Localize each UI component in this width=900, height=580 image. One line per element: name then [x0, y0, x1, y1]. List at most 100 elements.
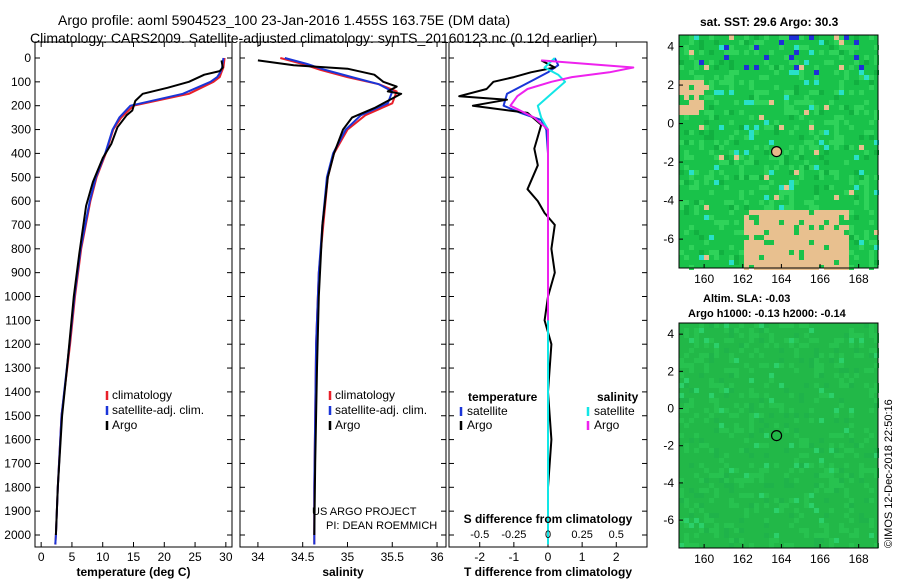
map-cell	[844, 383, 849, 388]
map-cell	[694, 95, 699, 100]
map-cell	[789, 145, 794, 150]
map-cell	[814, 448, 819, 453]
map-cell	[814, 80, 819, 85]
map-cell	[819, 255, 824, 260]
map-cell	[789, 260, 794, 265]
map-cell	[739, 175, 744, 180]
map-cell	[719, 225, 724, 230]
map-cell	[749, 433, 754, 438]
map-cell	[824, 120, 829, 125]
map-cell	[824, 255, 829, 260]
map-cell	[769, 398, 774, 403]
map-cell	[749, 245, 754, 250]
map-cell	[829, 220, 834, 225]
map-cell	[709, 95, 714, 100]
map-cell	[804, 260, 809, 265]
map-cell	[779, 250, 784, 255]
map-cell	[834, 245, 839, 250]
map-cell	[784, 35, 789, 40]
map-cell	[794, 110, 799, 115]
map-cell	[809, 260, 814, 265]
map-cell	[714, 488, 719, 493]
map-cell	[729, 338, 734, 343]
map-cell	[719, 220, 724, 225]
y-tick-label: 700	[11, 218, 31, 232]
x-tick-label: 0	[38, 550, 45, 564]
map-cell	[834, 363, 839, 368]
map-cell	[724, 140, 729, 145]
map-cell	[799, 45, 804, 50]
map-cell	[729, 90, 734, 95]
map-cell	[759, 90, 764, 95]
map-cell	[784, 428, 789, 433]
map-cell	[739, 428, 744, 433]
map-cell	[779, 35, 784, 40]
map-cell	[824, 260, 829, 265]
map-cell	[704, 418, 709, 423]
map-cell	[774, 165, 779, 170]
x2-axis-label: S difference from climatology	[464, 512, 633, 526]
map-cell	[694, 493, 699, 498]
map-cell	[684, 210, 689, 215]
map-cell	[784, 323, 789, 328]
map-cell	[784, 245, 789, 250]
map-cell	[844, 160, 849, 165]
map-cell	[794, 348, 799, 353]
map-cell	[759, 245, 764, 250]
map-cell	[864, 518, 869, 523]
map-cell	[824, 130, 829, 135]
map-cell	[774, 230, 779, 235]
map-cell	[714, 533, 719, 538]
map-cell	[799, 245, 804, 250]
map-cell	[769, 373, 774, 378]
map-cell	[704, 478, 709, 483]
map-cell	[829, 343, 834, 348]
map-cell	[679, 383, 684, 388]
map-cell	[754, 50, 759, 55]
map-cell	[679, 488, 684, 493]
map-cell	[759, 240, 764, 245]
map-cell	[769, 210, 774, 215]
map-cell	[719, 90, 724, 95]
map-cell	[684, 180, 689, 185]
map-cell	[684, 498, 689, 503]
map-cell	[799, 70, 804, 75]
map-cell	[869, 523, 874, 528]
map-cell	[734, 70, 739, 75]
map-cell	[744, 200, 749, 205]
map-cell	[829, 245, 834, 250]
map-cell	[724, 328, 729, 333]
map-cell	[764, 498, 769, 503]
map-cell	[834, 120, 839, 125]
map-cell	[819, 483, 824, 488]
map-cell	[854, 105, 859, 110]
map-cell	[839, 245, 844, 250]
map-cell	[689, 398, 694, 403]
map-cell	[784, 155, 789, 160]
map-cell	[739, 125, 744, 130]
map-cell	[709, 250, 714, 255]
map-cell	[814, 205, 819, 210]
map-cell	[799, 240, 804, 245]
map-cell	[834, 95, 839, 100]
map-lat-label: 0	[667, 117, 674, 131]
map-cell	[864, 323, 869, 328]
map-cell	[834, 115, 839, 120]
map-cell	[749, 210, 754, 215]
map-cell	[684, 443, 689, 448]
map-cell	[819, 175, 824, 180]
map-cell	[779, 155, 784, 160]
map-cell	[699, 80, 704, 85]
map-cell	[849, 413, 854, 418]
y-tick-label: 800	[11, 242, 31, 256]
map-cell	[679, 358, 684, 363]
map-cell	[694, 80, 699, 85]
map-cell	[844, 35, 849, 40]
map-cell	[709, 85, 714, 90]
map-cell	[824, 528, 829, 533]
map-cell	[689, 100, 694, 105]
map-cell	[749, 473, 754, 478]
map-cell	[809, 130, 814, 135]
map-cell	[689, 40, 694, 45]
map-cell	[874, 453, 879, 458]
